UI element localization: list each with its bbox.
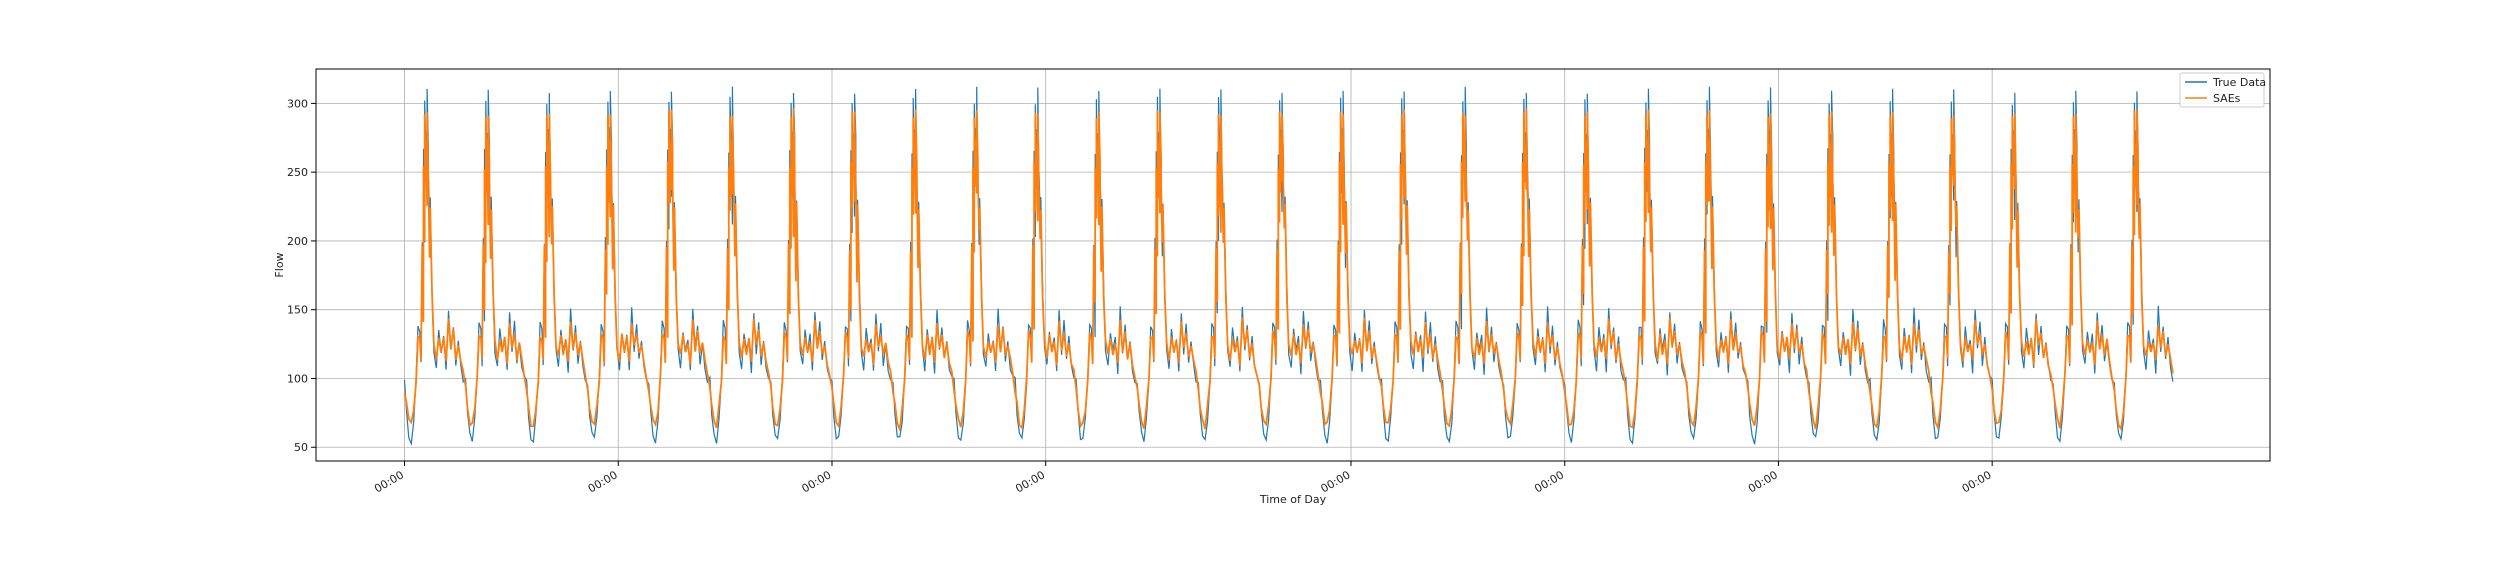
plot-area-frame (315, 68, 2271, 462)
y-tick-label: 250 (287, 166, 308, 179)
y-axis: 50 100 150 200 250 300 (287, 97, 316, 454)
y-tick-label: 50 (294, 441, 308, 454)
legend-label-saes: SAEs (2213, 92, 2241, 105)
y-tick-label: 100 (287, 372, 308, 385)
legend-label-true-data: True Data (2212, 76, 2266, 89)
series-line-saes (403, 107, 2174, 433)
grid (316, 69, 2270, 461)
y-axis-label: Flow (273, 252, 286, 277)
y-tick-label: 300 (287, 97, 308, 110)
legend: True Data SAEs (2179, 72, 2266, 108)
series-layer (403, 86, 2174, 446)
y-tick-label: 200 (287, 235, 308, 248)
x-axis-label: Time of Day (1259, 493, 1327, 506)
y-tick-label: 150 (287, 304, 308, 317)
